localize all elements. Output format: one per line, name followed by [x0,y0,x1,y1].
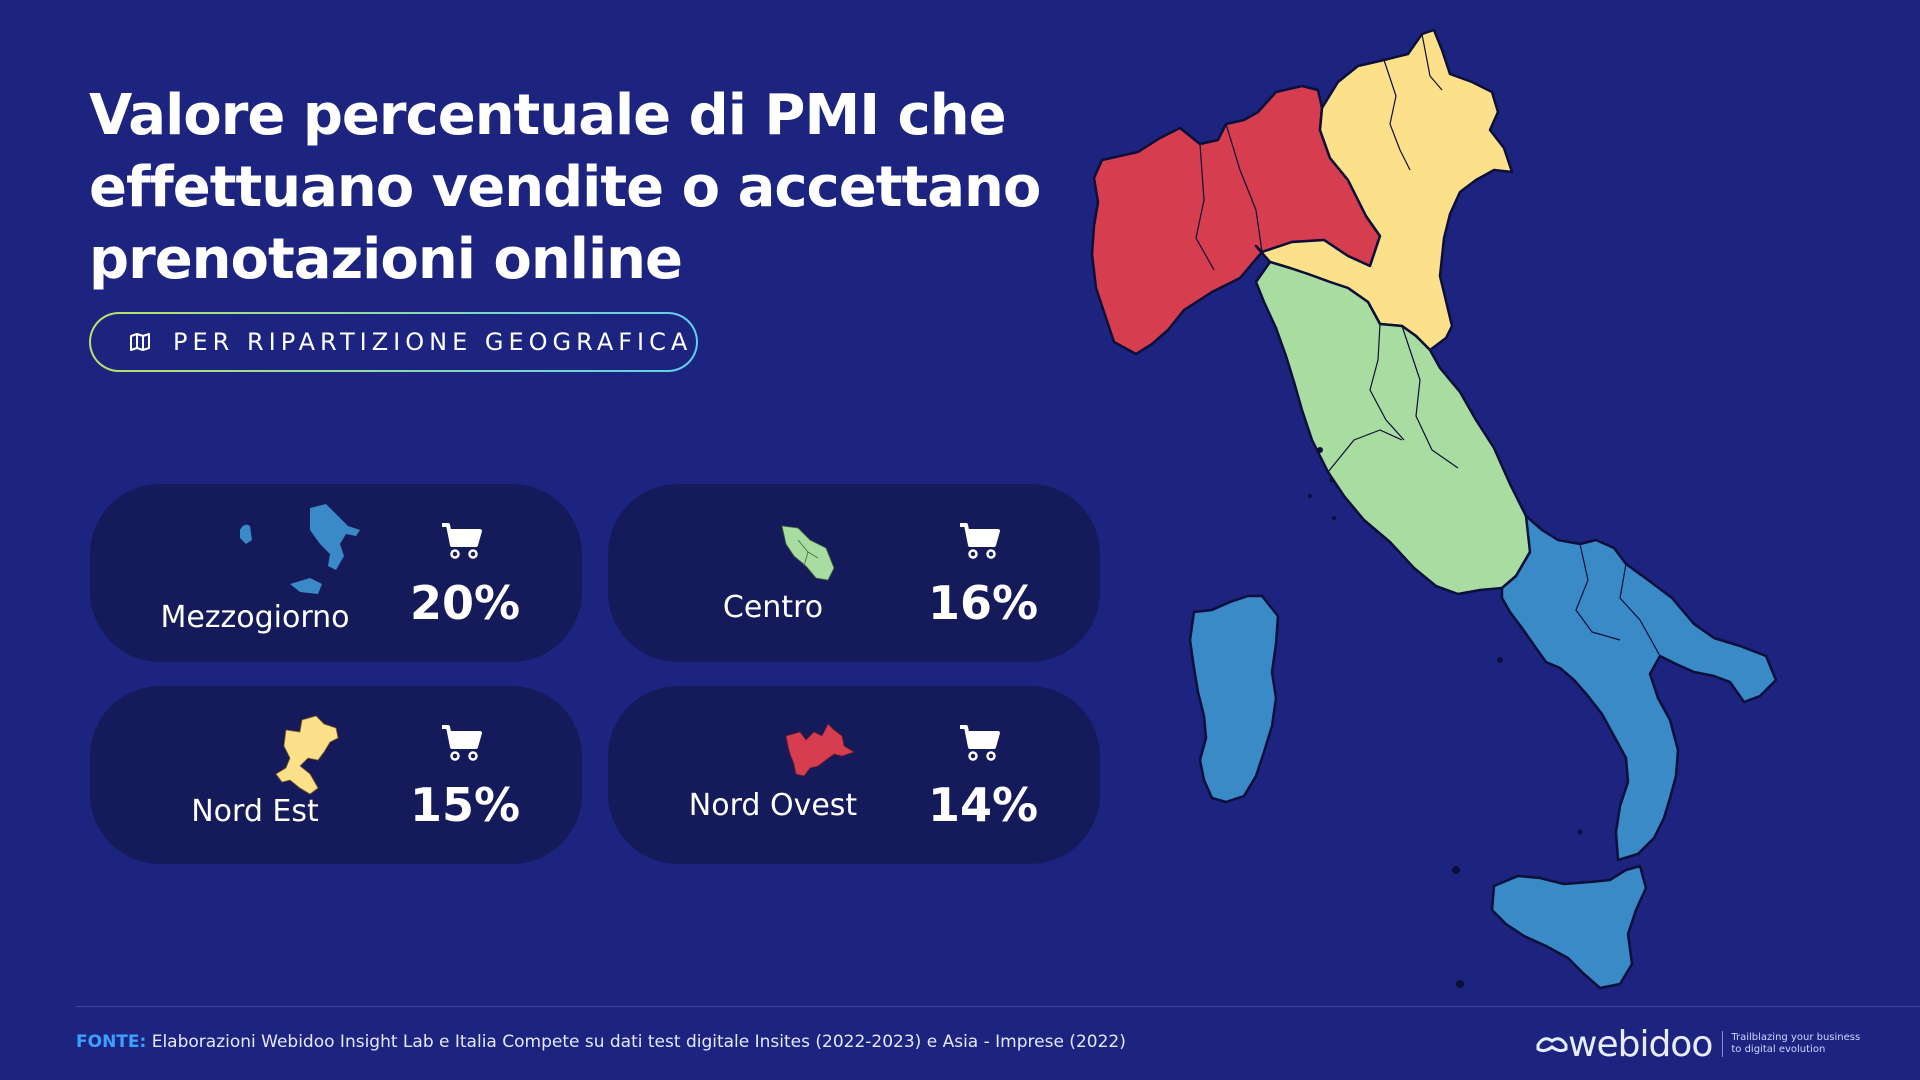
centro-map-icon [781,525,835,581]
shopping-cart-icon [442,725,482,761]
sardinia-region [1188,594,1280,804]
webidoo-logo-icon [1536,1037,1568,1053]
region-value: 20% [409,576,521,630]
region-card-nord-est: Nord Est 15% [90,686,582,864]
region-value: 15% [409,778,521,832]
tagline-line-2: to digital evolution [1731,1044,1826,1055]
nord-est-region [1254,28,1514,352]
shopping-cart-icon [442,523,482,559]
mezzogiorno-region [1500,514,1778,862]
fonte-label: FONTE: [76,1032,147,1052]
region-value: 14% [927,778,1039,832]
tagline-line-1: Trailblazing your business [1731,1032,1861,1043]
page-title: Valore percentuale di PMI che effettuano… [89,80,1069,296]
map-icon [130,333,150,351]
source-footer: FONTE: Elaborazioni Webidoo Insight Lab … [76,1032,1126,1052]
region-label: Nord Est [191,794,319,829]
brand-logo: webidoo Trailblazing your business to di… [1536,1023,1860,1065]
region-card-centro: Centro 16% [608,484,1100,662]
title-line-1: Valore percentuale di PMI che [89,83,1007,148]
sicily-region [1490,864,1648,990]
source-text: Elaborazioni Webidoo Insight Lab e Itali… [151,1032,1126,1052]
italy-map [1090,28,1778,990]
region-label: Nord Ovest [688,788,858,823]
region-label: Centro [722,590,824,625]
region-label: Mezzogiorno [160,600,350,635]
brand-tagline: Trailblazing your business to digital ev… [1731,1032,1860,1056]
region-card-nord-ovest: Nord Ovest 14% [608,686,1100,864]
nord-est-map-icon [275,715,339,795]
subtitle-pill: PER RIPARTIZIONE GEOGRAFICA [89,312,698,372]
brand-separator [1722,1031,1724,1057]
region-value: 16% [927,576,1039,630]
shopping-cart-icon [960,523,1000,559]
mezzogiorno-map-icon [240,504,360,594]
brand-name: webidoo [1568,1023,1713,1065]
title-line-3: prenotazioni online [89,227,683,292]
nord-ovest-map-icon [785,723,855,777]
subtitle-text: PER RIPARTIZIONE GEOGRAFICA [173,328,693,356]
shopping-cart-icon [960,725,1000,761]
region-card-mezzogiorno: Mezzogiorno 20% [90,484,582,662]
title-line-2: effettuano vendite o accettano [89,155,1041,220]
footer-divider [76,1006,1920,1007]
